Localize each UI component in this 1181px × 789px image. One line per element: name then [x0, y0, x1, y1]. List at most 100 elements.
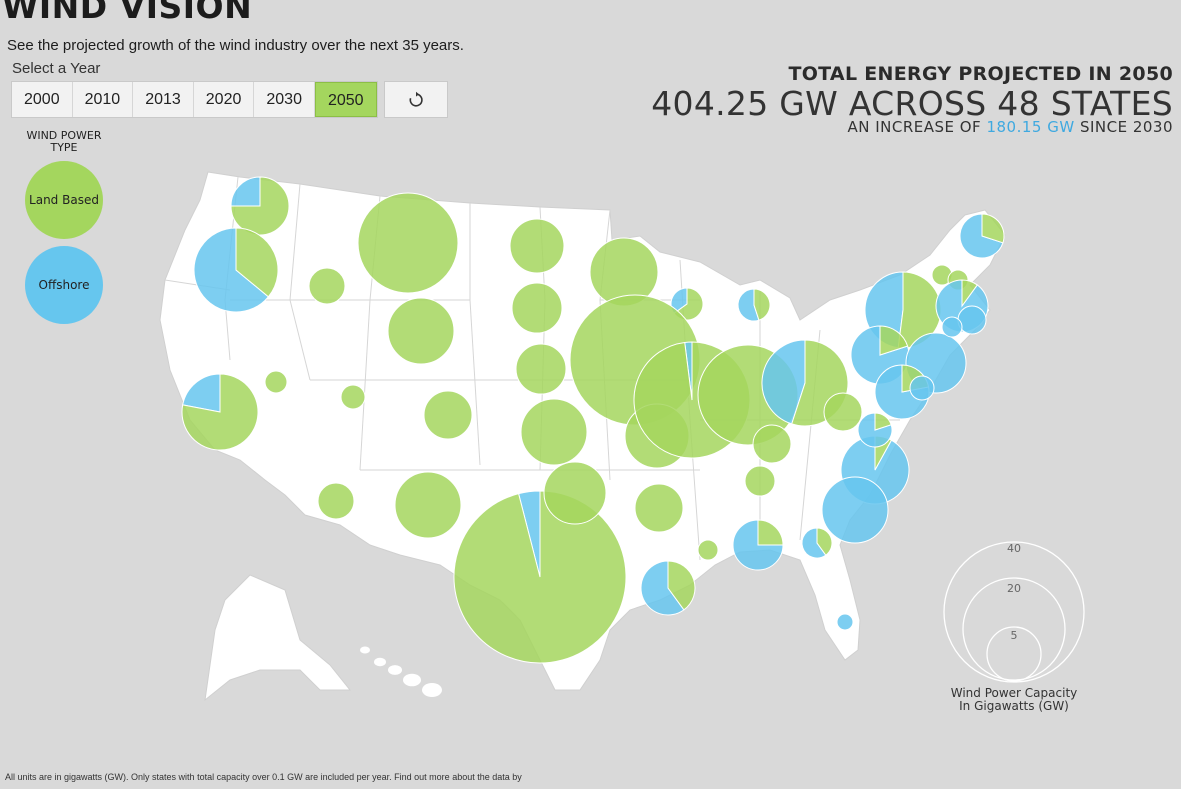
- offshore-slice: [230, 176, 261, 207]
- land-slice: [697, 539, 719, 561]
- state-bubble[interactable]: [634, 483, 684, 533]
- size-legend-circle: [962, 577, 1066, 681]
- state-bubble[interactable]: [394, 471, 462, 539]
- state-bubble[interactable]: [520, 398, 588, 466]
- land-slice: [981, 213, 1005, 244]
- state-bubble[interactable]: [181, 373, 259, 451]
- land-slice: [520, 398, 588, 466]
- state-bubble[interactable]: [264, 370, 288, 394]
- land-slice: [515, 343, 567, 395]
- state-bubble[interactable]: [387, 297, 455, 365]
- offshore-slice: [836, 613, 854, 631]
- year-selector: 2000 2010 2013 2020 2030 2050: [12, 82, 377, 117]
- land-slice: [961, 279, 978, 308]
- stats-increase-prefix: AN INCREASE OF: [847, 118, 987, 136]
- size-legend-value: 20: [1007, 582, 1021, 595]
- land-slice: [509, 218, 565, 274]
- state-bubble[interactable]: [230, 176, 290, 236]
- offshore-slice: [761, 339, 806, 425]
- land-slice: [753, 288, 771, 321]
- state-bubble[interactable]: [836, 613, 854, 631]
- offshore-slice: [640, 560, 685, 616]
- land-slice: [823, 392, 863, 432]
- state-bubble[interactable]: [509, 218, 565, 274]
- land-slice: [757, 519, 784, 546]
- legend-land-based[interactable]: Land Based: [25, 161, 103, 239]
- offshore-slice: [957, 305, 987, 335]
- state-bubble[interactable]: [957, 305, 987, 335]
- state-bubble[interactable]: [543, 461, 607, 525]
- offshore-slice: [182, 373, 221, 413]
- year-button-2020[interactable]: 2020: [194, 82, 255, 117]
- land-slice: [357, 192, 459, 294]
- land-slice: [423, 390, 473, 440]
- land-slice: [235, 227, 279, 298]
- footnote: All units are in gigawatts (GW). Only st…: [5, 772, 522, 782]
- replay-button[interactable]: [385, 82, 447, 117]
- state-bubble[interactable]: [670, 287, 704, 321]
- state-bubble[interactable]: [357, 192, 459, 294]
- state-bubble[interactable]: [193, 227, 279, 313]
- land-slice: [181, 373, 259, 451]
- land-slice: [543, 461, 607, 525]
- offshore-slice: [821, 476, 889, 544]
- stats-increase: AN INCREASE OF 180.15 GW SINCE 2030: [651, 120, 1173, 135]
- state-bubble[interactable]: [515, 343, 567, 395]
- legend-offshore-label: Offshore: [38, 278, 90, 292]
- year-button-2030[interactable]: 2030: [254, 82, 315, 117]
- state-bubble[interactable]: [823, 392, 863, 432]
- land-slice: [744, 465, 776, 497]
- size-legend-circle: [986, 626, 1042, 682]
- state-bubble[interactable]: [744, 465, 776, 497]
- page-title: WIND VISION: [2, 0, 253, 26]
- state-bubble[interactable]: [453, 490, 627, 664]
- replay-icon: [409, 91, 423, 107]
- state-bubble[interactable]: [423, 390, 473, 440]
- land-slice: [816, 527, 833, 556]
- state-bubble[interactable]: [941, 316, 963, 338]
- state-bubble[interactable]: [737, 288, 771, 322]
- state-bubble[interactable]: [511, 282, 563, 334]
- offshore-slice: [193, 227, 270, 313]
- state-bubble[interactable]: [697, 539, 719, 561]
- land-slice: [879, 325, 909, 356]
- state-bubble[interactable]: [317, 482, 355, 520]
- state-bubble[interactable]: [752, 424, 792, 464]
- state-bubble[interactable]: [640, 560, 696, 616]
- state-bubbles: [181, 176, 1005, 664]
- year-button-2050[interactable]: 2050: [314, 82, 377, 117]
- state-bubble[interactable]: [909, 375, 935, 401]
- state-bubble[interactable]: [801, 527, 833, 559]
- state-bubble[interactable]: [340, 384, 366, 410]
- land-slice: [667, 560, 696, 611]
- year-button-2010[interactable]: 2010: [73, 82, 134, 117]
- land-slice: [511, 282, 563, 334]
- land-slice: [340, 384, 366, 410]
- state-bubble[interactable]: [821, 476, 889, 544]
- size-legend-value: 40: [1007, 542, 1021, 555]
- stats-increase-value: 180.15 GW: [986, 118, 1075, 136]
- size-legend-circle: [943, 541, 1085, 683]
- land-slice: [387, 297, 455, 365]
- state-bubble[interactable]: [959, 213, 1005, 259]
- state-bubble[interactable]: [308, 267, 346, 305]
- land-slice: [634, 483, 684, 533]
- offshore-slice: [959, 213, 1004, 259]
- legend-offshore[interactable]: Offshore: [25, 246, 103, 324]
- land-slice: [230, 176, 290, 236]
- state-bubble[interactable]: [857, 412, 893, 448]
- offshore-slice: [732, 519, 784, 571]
- land-slice: [453, 490, 627, 664]
- size-legend-title-line2: In Gigawatts (GW): [959, 699, 1069, 713]
- year-button-2013[interactable]: 2013: [133, 82, 194, 117]
- year-button-2000[interactable]: 2000: [12, 82, 73, 117]
- state-bubble[interactable]: [732, 519, 784, 571]
- offshore-slice: [801, 527, 827, 559]
- land-slice: [308, 267, 346, 305]
- legend-land-label: Land Based: [29, 193, 99, 207]
- land-slice: [264, 370, 288, 394]
- stats-panel: TOTAL ENERGY PROJECTED IN 2050 404.25 GW…: [651, 63, 1173, 135]
- size-legend-value: 5: [1011, 629, 1018, 642]
